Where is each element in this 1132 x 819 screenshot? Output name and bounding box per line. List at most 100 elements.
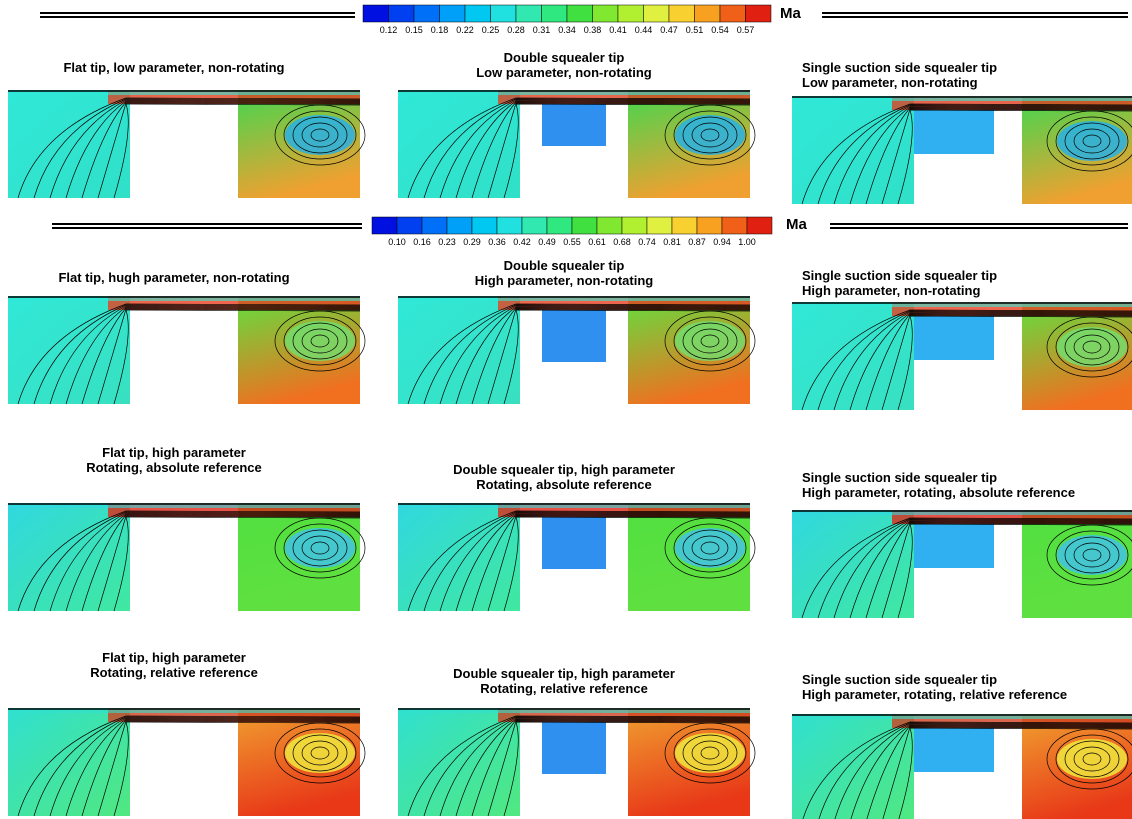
panel: Single suction side squealer tipHigh par… bbox=[792, 268, 1132, 410]
panel: Flat tip, low parameter, non-rotating bbox=[8, 60, 365, 198]
colorbar-label: 0.57 bbox=[737, 25, 755, 35]
colorbar-swatch bbox=[497, 217, 522, 234]
colorbar-label: 0.38 bbox=[584, 25, 602, 35]
colorbar-label: 0.55 bbox=[563, 237, 581, 247]
flow-field bbox=[792, 510, 914, 618]
colorbar-swatch bbox=[389, 5, 415, 22]
panel-title: Single suction side squealer tip bbox=[802, 470, 997, 485]
colorbar-label: 0.54 bbox=[711, 25, 729, 35]
cavity bbox=[914, 110, 994, 154]
panel-title: Flat tip, hugh parameter, non-rotating bbox=[58, 270, 289, 285]
panel-title: Rotating, relative reference bbox=[90, 665, 258, 680]
panel-title: Rotating, absolute reference bbox=[86, 460, 262, 475]
panel-title: Rotating, absolute reference bbox=[476, 477, 652, 492]
colorbar-swatch bbox=[593, 5, 619, 22]
vortex bbox=[675, 733, 745, 773]
colorbar-swatch bbox=[472, 217, 497, 234]
panel-title: High parameter, rotating, relative refer… bbox=[802, 687, 1067, 702]
colorbar-swatch bbox=[697, 217, 722, 234]
colorbar-label: 0.23 bbox=[438, 237, 456, 247]
vortex bbox=[1057, 535, 1127, 575]
flow-field bbox=[792, 302, 914, 410]
panel-title: Low parameter, non-rotating bbox=[476, 65, 652, 80]
colorbar-swatch bbox=[397, 217, 422, 234]
colorbar-swatch bbox=[669, 5, 695, 22]
colorbar-swatch bbox=[597, 217, 622, 234]
colorbar-swatch bbox=[522, 217, 547, 234]
vortex bbox=[1057, 327, 1127, 367]
panel-title: Low parameter, non-rotating bbox=[802, 75, 978, 90]
vortex bbox=[675, 321, 745, 361]
panel: Double squealer tip, high parameterRotat… bbox=[398, 462, 755, 611]
vortex bbox=[675, 528, 745, 568]
panel: Double squealer tipLow parameter, non-ro… bbox=[398, 50, 755, 198]
panel-title: Flat tip, high parameter bbox=[102, 650, 246, 665]
flow-field bbox=[8, 708, 130, 816]
blade-tip bbox=[914, 360, 1014, 410]
flow-field bbox=[398, 90, 520, 198]
panel-title: Double squealer tip bbox=[504, 258, 625, 273]
flow-field bbox=[398, 503, 520, 611]
page: {"colorbars": [ {"quantity": "Ma", "labe… bbox=[0, 0, 1132, 819]
cavity bbox=[542, 722, 606, 774]
colorbar-swatch bbox=[465, 5, 491, 22]
flow-field bbox=[8, 296, 130, 404]
colorbar-label: 0.87 bbox=[688, 237, 706, 247]
colorbar-label: 0.68 bbox=[613, 237, 631, 247]
colorbar: 0.100.160.230.290.360.420.490.550.610.68… bbox=[52, 216, 1128, 247]
colorbar-quantity: Ma bbox=[780, 5, 801, 22]
blade-tip bbox=[130, 517, 238, 611]
colorbar-label: 0.47 bbox=[660, 25, 678, 35]
colorbar-label: 1.00 bbox=[738, 237, 756, 247]
colorbar-swatch bbox=[516, 5, 542, 22]
flow-field bbox=[398, 296, 520, 404]
vortex bbox=[285, 321, 355, 361]
colorbar-label: 0.74 bbox=[638, 237, 656, 247]
panel-title: Double squealer tip bbox=[504, 50, 625, 65]
panel: Flat tip, hugh parameter, non-rotating bbox=[8, 270, 365, 404]
cavity bbox=[542, 104, 606, 146]
panel-title: High parameter, rotating, absolute refer… bbox=[802, 485, 1075, 500]
colorbar-label: 0.36 bbox=[488, 237, 506, 247]
blade-tip bbox=[130, 104, 238, 198]
colorbar-label: 0.31 bbox=[533, 25, 551, 35]
colorbar-swatch bbox=[722, 217, 747, 234]
panel: Double squealer tip, high parameterRotat… bbox=[398, 666, 755, 816]
blade-tip bbox=[994, 316, 1014, 360]
panel-title: Rotating, relative reference bbox=[480, 681, 648, 696]
colorbar-swatch bbox=[720, 5, 746, 22]
panel-title: High parameter, non-rotating bbox=[802, 283, 980, 298]
flow-field bbox=[8, 90, 130, 198]
panel: Flat tip, high parameterRotating, absolu… bbox=[8, 445, 365, 611]
colorbar-quantity: Ma bbox=[786, 216, 807, 233]
flow-field bbox=[398, 708, 520, 816]
colorbar-swatch bbox=[746, 5, 772, 22]
flow-field bbox=[792, 96, 914, 204]
panel: Single suction side squealer tipHigh par… bbox=[792, 470, 1132, 618]
blade-tip bbox=[994, 110, 1014, 154]
colorbar-label: 0.44 bbox=[635, 25, 653, 35]
colorbar-swatch bbox=[672, 217, 697, 234]
cavity bbox=[542, 517, 606, 569]
colorbar-label: 0.25 bbox=[482, 25, 500, 35]
colorbar-label: 0.18 bbox=[431, 25, 449, 35]
colorbar-swatch bbox=[372, 217, 397, 234]
flow-field bbox=[8, 503, 130, 611]
colorbar-label: 0.28 bbox=[507, 25, 525, 35]
panel-title: Single suction side squealer tip bbox=[802, 60, 997, 75]
colorbar-swatch bbox=[547, 217, 572, 234]
panel-title: Double squealer tip, high parameter bbox=[453, 462, 675, 477]
colorbar-swatch bbox=[647, 217, 672, 234]
vortex bbox=[285, 528, 355, 568]
colorbar-label: 0.10 bbox=[388, 237, 406, 247]
colorbar-swatch bbox=[572, 217, 597, 234]
colorbar-label: 0.49 bbox=[538, 237, 556, 247]
vortex bbox=[1057, 739, 1127, 779]
colorbar-label: 0.22 bbox=[456, 25, 474, 35]
panel-title: Flat tip, low parameter, non-rotating bbox=[63, 60, 284, 75]
colorbar-label: 0.81 bbox=[663, 237, 681, 247]
panel: Single suction side squealer tipHigh par… bbox=[792, 672, 1132, 819]
colorbar-swatch bbox=[622, 217, 647, 234]
colorbar-swatch bbox=[695, 5, 721, 22]
